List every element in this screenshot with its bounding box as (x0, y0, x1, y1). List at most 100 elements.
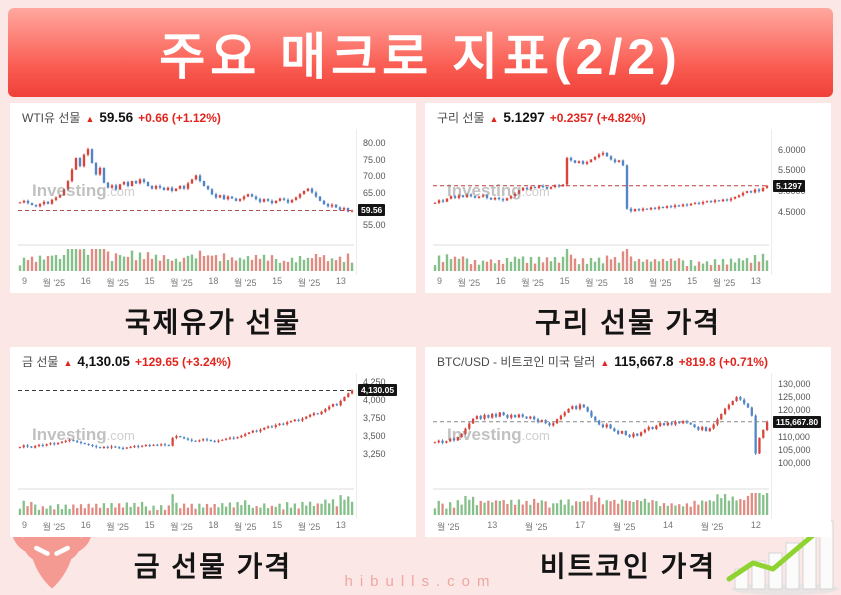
y-tick-label: 125,000 (778, 392, 811, 403)
chart-body: Investing.com 6.00005.50005.00004.50005.… (433, 129, 827, 275)
x-tick-label: 14 (663, 520, 674, 530)
x-tick-label: 13 (335, 520, 346, 530)
x-tick-label: 15 (559, 276, 570, 286)
last-price-badge: 59.56 (358, 204, 386, 217)
x-tick-label: 월 '25 (42, 522, 66, 532)
chart-card-copper: 구리 선물 ▲ 5.1297 +0.2357 (+4.82%) Investin… (425, 103, 831, 293)
section-title-gold: 금 선물 가격 (133, 551, 293, 582)
x-tick-label: 17 (575, 520, 586, 530)
chart-cell-gold: 금 선물 ▲ 4,130.05 +129.65 (+3.24%) Investi… (10, 347, 416, 591)
x-tick-label: 15 (144, 276, 155, 286)
x-tick-label: 월 '25 (612, 522, 636, 532)
page-title: 주요 매크로 지표(2/2) (159, 28, 682, 85)
chart-body: Investing.com 80.00 75.00 70.00 65.00 55.00 5… (18, 129, 412, 275)
y-tick-label: 65.00 (363, 187, 386, 198)
website-footer: hibulls.com (344, 573, 497, 590)
x-tick-label: 15 (687, 276, 698, 286)
section-title-copper: 구리 선물 가격 (534, 307, 722, 338)
last-price-badge: 5.1297 (773, 179, 805, 192)
price-change: +129.65 (+3.24%) (134, 355, 232, 369)
x-axis-copper: 9 월 '25 16 월 '25 15 월 '25 18 월 '25 15 월 '25 13 (433, 275, 769, 289)
chart-header-wti: WTI유 선물 ▲ 59.56 +0.66 (+1.12%) (18, 109, 412, 129)
x-tick-label: 월 '25 (297, 522, 321, 532)
x-tick-label: 9 (22, 520, 28, 530)
x-tick-label: 월 '25 (521, 278, 544, 288)
x-tick-label: 13 (335, 276, 346, 286)
chart-body: Investing.com 4,250 4,000 3,750 3,500 3,250 4… (18, 373, 412, 519)
up-arrow-icon: ▲ (85, 114, 95, 124)
candlestick-chart-wti (18, 147, 354, 271)
x-axis-btc: 월 '25 13 월 '25 17 월 '25 14 월 '25 12 (433, 519, 769, 533)
x-axis-wti: 9 월 '25 16 월 '25 15 월 '25 18 월 '25 15 월 '25 13 (18, 275, 354, 289)
x-tick-label: 9 (437, 276, 443, 286)
x-tick-label: 16 (80, 520, 91, 530)
section-title-oil: 국제유가 선물 (124, 307, 302, 338)
candlestick-plot: Investing.com (433, 129, 769, 275)
x-tick-label: 13 (487, 520, 498, 530)
y-tick-label: 70.00 (363, 171, 386, 182)
x-tick-label: 9 (22, 276, 28, 286)
last-price-badge: 4,130.05 (358, 384, 398, 397)
y-axis-wti: 80.00 75.00 70.00 65.00 55.00 59.56 (356, 129, 409, 275)
x-tick-label: 월 '25 (524, 522, 548, 532)
x-tick-label: 18 (623, 276, 634, 286)
x-tick-label: 월 '25 (437, 522, 460, 532)
y-tick-label: 3,250 (363, 448, 386, 459)
x-tick-label: 월 '25 (700, 522, 724, 532)
charts-grid: WTI유 선물 ▲ 59.56 +0.66 (+1.12%) Investing… (10, 103, 834, 591)
chart-card-gold: 금 선물 ▲ 4,130.05 +129.65 (+3.24%) Investi… (10, 347, 416, 537)
y-tick-label: 120,000 (778, 405, 811, 416)
y-tick-label: 110,000 (778, 431, 810, 442)
instrument-name: BTC/USD - 비트코인 미국 달러 (437, 355, 596, 369)
y-tick-label: 100,000 (778, 457, 811, 468)
candlestick-plot: Investing.com (18, 373, 354, 519)
instrument-name: 금 선물 (22, 355, 59, 369)
y-tick-label: 55.00 (363, 220, 386, 231)
x-tick-label: 13 (750, 276, 761, 286)
x-tick-label: 월 '25 (648, 278, 672, 288)
x-tick-label: 16 (495, 276, 506, 286)
section-title-btc: 비트코인 가격 (539, 551, 717, 582)
y-tick-label: 5.5000 (778, 165, 806, 176)
last-price-badge: 115,667.80 (773, 415, 822, 428)
candlestick-chart-copper (433, 151, 769, 271)
candlestick-plot: Investing.com (433, 373, 769, 519)
x-tick-label: 월 '25 (712, 278, 736, 288)
up-arrow-icon: ▲ (489, 114, 499, 124)
price-change: +0.66 (+1.12%) (138, 111, 221, 125)
price-change: +0.2357 (+4.82%) (549, 111, 646, 125)
chart-header-gold: 금 선물 ▲ 4,130.05 +129.65 (+3.24%) (18, 353, 412, 373)
instrument-name: 구리 선물 (437, 111, 485, 125)
x-tick-label: 월 '25 (457, 278, 481, 288)
title-banner: 주요 매크로 지표(2/2) (8, 8, 833, 97)
chart-header-copper: 구리 선물 ▲ 5.1297 +0.2357 (+4.82%) (433, 109, 827, 129)
chart-card-btc: BTC/USD - 비트코인 미국 달러 ▲ 115,667.8 +819.8 … (425, 347, 831, 537)
x-tick-label: 월 '25 (106, 278, 129, 288)
last-price: 4,130.05 (77, 354, 130, 369)
last-price: 115,667.8 (614, 354, 674, 369)
chart-cell-wti: WTI유 선물 ▲ 59.56 +0.66 (+1.12%) Investing… (10, 103, 416, 347)
chart-cell-btc: BTC/USD - 비트코인 미국 달러 ▲ 115,667.8 +819.8 … (425, 347, 831, 591)
x-tick-label: 월 '25 (42, 278, 66, 288)
x-axis-gold: 9 월 '25 16 월 '25 15 월 '25 18 월 '25 15 월 '25 13 (18, 519, 354, 533)
y-tick-label: 105,000 (778, 444, 811, 455)
last-price: 5.1297 (503, 110, 545, 125)
chart-body: Investing.com 130,000 125,000 120,000 110,0… (433, 373, 827, 519)
up-arrow-icon: ▲ (63, 358, 73, 368)
x-tick-label: 월 '25 (233, 522, 257, 532)
instrument-name: WTI유 선물 (22, 111, 81, 125)
x-tick-label: 18 (208, 520, 219, 530)
y-tick-label: 6.0000 (778, 144, 806, 155)
chart-header-btc: BTC/USD - 비트코인 미국 달러 ▲ 115,667.8 +819.8 … (433, 353, 827, 373)
x-tick-label: 15 (144, 520, 155, 530)
y-tick-label: 4.5000 (778, 207, 806, 218)
y-tick-label: 4,000 (363, 394, 386, 405)
y-tick-label: 3,500 (363, 430, 386, 441)
y-tick-label: 130,000 (778, 379, 811, 390)
chart-card-wti: WTI유 선물 ▲ 59.56 +0.66 (+1.12%) Investing… (10, 103, 416, 293)
x-tick-label: 월 '25 (585, 278, 608, 288)
x-tick-label: 15 (272, 520, 283, 530)
x-tick-label: 월 '25 (170, 522, 193, 532)
x-tick-label: 월 '25 (106, 522, 129, 532)
